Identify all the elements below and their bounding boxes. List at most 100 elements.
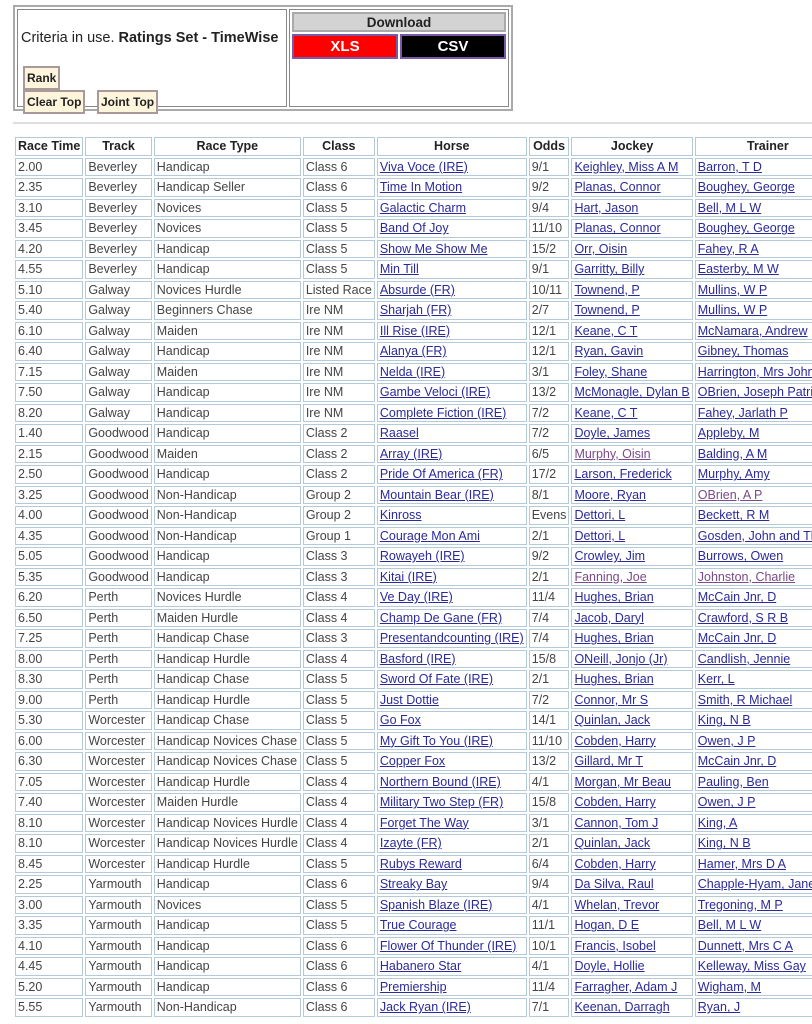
jockey-link[interactable]: Hogan, D E bbox=[574, 918, 640, 933]
trainer-link[interactable]: OBrien, A P bbox=[697, 487, 763, 502]
jockey-link[interactable]: Da Silva, Raul bbox=[574, 877, 654, 892]
trainer-link[interactable]: Kelleway, Miss Gay bbox=[697, 959, 806, 974]
jockey-link[interactable]: Francis, Isobel bbox=[574, 938, 656, 953]
jockey-link[interactable]: Townend, P bbox=[574, 282, 640, 297]
horse-link[interactable]: Time In Motion bbox=[379, 180, 463, 195]
trainer-link[interactable]: Candlish, Jennie bbox=[697, 651, 791, 666]
horse-link[interactable]: Northern Bound (IRE) bbox=[379, 774, 501, 789]
trainer-link[interactable]: Easterby, M W bbox=[697, 262, 779, 277]
trainer-link[interactable]: Harrington, Mrs John bbox=[697, 364, 812, 379]
jockey-link[interactable]: Keenan, Darragh bbox=[574, 1000, 670, 1015]
trainer-link[interactable]: McCain Jnr, D bbox=[697, 754, 777, 769]
horse-link[interactable]: Show Me Show Me bbox=[379, 241, 488, 256]
trainer-link[interactable]: Owen, J P bbox=[697, 733, 756, 748]
trainer-link[interactable]: Gibney, Thomas bbox=[697, 344, 789, 359]
trainer-link[interactable]: Mullins, W P bbox=[697, 303, 768, 318]
jockey-link[interactable]: Doyle, Hollie bbox=[574, 959, 645, 974]
horse-link[interactable]: Min Till bbox=[379, 262, 419, 277]
jockey-link[interactable]: Cobden, Harry bbox=[574, 795, 656, 810]
trainer-link[interactable]: Bell, M L W bbox=[697, 200, 762, 215]
horse-link[interactable]: Premiership bbox=[379, 979, 447, 994]
horse-link[interactable]: Copper Fox bbox=[379, 754, 446, 769]
horse-link[interactable]: Kitai (IRE) bbox=[379, 569, 437, 584]
trainer-link[interactable]: Chapple-Hyam, Jane bbox=[697, 877, 812, 892]
jockey-link[interactable]: ONeill, Jonjo (Jr) bbox=[574, 651, 668, 666]
jockey-link[interactable]: Garritty, Billy bbox=[574, 262, 645, 277]
horse-link[interactable]: Spanish Blaze (IRE) bbox=[379, 897, 493, 912]
trainer-link[interactable]: Barron, T D bbox=[697, 159, 762, 174]
jockey-link[interactable]: Keane, C T bbox=[574, 405, 638, 420]
horse-link[interactable]: Ill Rise (IRE) bbox=[379, 323, 450, 338]
trainer-link[interactable]: Smith, R Michael bbox=[697, 692, 793, 707]
jockey-link[interactable]: Foley, Shane bbox=[574, 364, 648, 379]
horse-link[interactable]: Nelda (IRE) bbox=[379, 364, 446, 379]
trainer-link[interactable]: Balding, A M bbox=[697, 446, 768, 461]
horse-link[interactable]: Mountain Bear (IRE) bbox=[379, 487, 494, 502]
jockey-link[interactable]: Ryan, Gavin bbox=[574, 344, 644, 359]
trainer-link[interactable]: Beckett, R M bbox=[697, 508, 770, 523]
trainer-link[interactable]: Ryan, J bbox=[697, 1000, 741, 1015]
jockey-link[interactable]: Connor, Mr S bbox=[574, 692, 649, 707]
trainer-link[interactable]: Johnston, Charlie bbox=[697, 569, 796, 584]
jockey-link[interactable]: Quinlan, Jack bbox=[574, 836, 651, 851]
horse-link[interactable]: True Courage bbox=[379, 918, 457, 933]
horse-link[interactable]: Rowayeh (IRE) bbox=[379, 549, 465, 564]
horse-link[interactable]: Just Dottie bbox=[379, 692, 439, 707]
trainer-link[interactable]: Burrows, Owen bbox=[697, 549, 784, 564]
horse-link[interactable]: Military Two Step (FR) bbox=[379, 795, 504, 810]
jockey-link[interactable]: Jacob, Daryl bbox=[574, 610, 644, 625]
horse-link[interactable]: Jack Ryan (IRE) bbox=[379, 1000, 471, 1015]
horse-link[interactable]: Go Fox bbox=[379, 713, 421, 728]
trainer-link[interactable]: McCain Jnr, D bbox=[697, 631, 777, 646]
horse-link[interactable]: Courage Mon Ami bbox=[379, 528, 480, 543]
jockey-link[interactable]: Crowley, Jim bbox=[574, 549, 646, 564]
trainer-link[interactable]: Bell, M L W bbox=[697, 918, 762, 933]
trainer-link[interactable]: OBrien, Joseph Patrick bbox=[697, 385, 812, 400]
horse-link[interactable]: My Gift To You (IRE) bbox=[379, 733, 493, 748]
trainer-link[interactable]: McNamara, Andrew bbox=[697, 323, 808, 338]
trainer-link[interactable]: Murphy, Amy bbox=[697, 467, 770, 482]
jockey-link[interactable]: Cannon, Tom J bbox=[574, 815, 659, 830]
trainer-link[interactable]: Fahey, R A bbox=[697, 241, 759, 256]
trainer-link[interactable]: Kerr, L bbox=[697, 672, 735, 687]
jockey-link[interactable]: Whelan, Trevor bbox=[574, 897, 660, 912]
trainer-link[interactable]: Mullins, W P bbox=[697, 282, 768, 297]
trainer-link[interactable]: King, A bbox=[697, 815, 738, 830]
jockey-link[interactable]: Hughes, Brian bbox=[574, 631, 654, 646]
horse-link[interactable]: Flower Of Thunder (IRE) bbox=[379, 938, 517, 953]
jockey-link[interactable]: Doyle, James bbox=[574, 426, 651, 441]
trainer-link[interactable]: Boughey, George bbox=[697, 180, 795, 195]
horse-link[interactable]: Alanya (FR) bbox=[379, 344, 447, 359]
jockey-link[interactable]: Orr, Oisin bbox=[574, 241, 628, 256]
horse-link[interactable]: Gambe Veloci (IRE) bbox=[379, 385, 491, 400]
horse-link[interactable]: Kinross bbox=[379, 508, 422, 523]
jockey-link[interactable]: Hughes, Brian bbox=[574, 590, 654, 605]
jockey-link[interactable]: Fanning, Joe bbox=[574, 569, 647, 584]
horse-link[interactable]: Streaky Bay bbox=[379, 877, 448, 892]
horse-link[interactable]: Array (IRE) bbox=[379, 446, 443, 461]
trainer-link[interactable]: Tregoning, M P bbox=[697, 897, 783, 912]
horse-link[interactable]: Forget The Way bbox=[379, 815, 469, 830]
jockey-link[interactable]: Hart, Jason bbox=[574, 200, 639, 215]
trainer-link[interactable]: Hamer, Mrs D A bbox=[697, 856, 786, 871]
trainer-link[interactable]: King, N B bbox=[697, 713, 751, 728]
rank-button[interactable]: Rank bbox=[23, 66, 61, 90]
jockey-link[interactable]: Cobden, Harry bbox=[574, 733, 656, 748]
horse-link[interactable]: Sharjah (FR) bbox=[379, 303, 452, 318]
horse-link[interactable]: Presentandcounting (IRE) bbox=[379, 631, 524, 646]
trainer-link[interactable]: Dunnett, Mrs C A bbox=[697, 938, 793, 953]
jockey-link[interactable]: Morgan, Mr Beau bbox=[574, 774, 672, 789]
jockey-link[interactable]: Hughes, Brian bbox=[574, 672, 654, 687]
jockey-link[interactable]: Dettori, L bbox=[574, 508, 626, 523]
trainer-link[interactable]: Pauling, Ben bbox=[697, 774, 769, 789]
horse-link[interactable]: Habanero Star bbox=[379, 959, 462, 974]
horse-link[interactable]: Band Of Joy bbox=[379, 221, 449, 236]
clear-top-button[interactable]: Clear Top bbox=[23, 90, 86, 114]
horse-link[interactable]: Raasel bbox=[379, 426, 419, 441]
horse-link[interactable]: Izayte (FR) bbox=[379, 836, 442, 851]
horse-link[interactable]: Rubys Reward bbox=[379, 856, 462, 871]
trainer-link[interactable]: King, N B bbox=[697, 836, 751, 851]
jockey-link[interactable]: Farragher, Adam J bbox=[574, 979, 678, 994]
trainer-link[interactable]: Gosden, John and Thady bbox=[697, 528, 812, 543]
horse-link[interactable]: Absurde (FR) bbox=[379, 282, 455, 297]
